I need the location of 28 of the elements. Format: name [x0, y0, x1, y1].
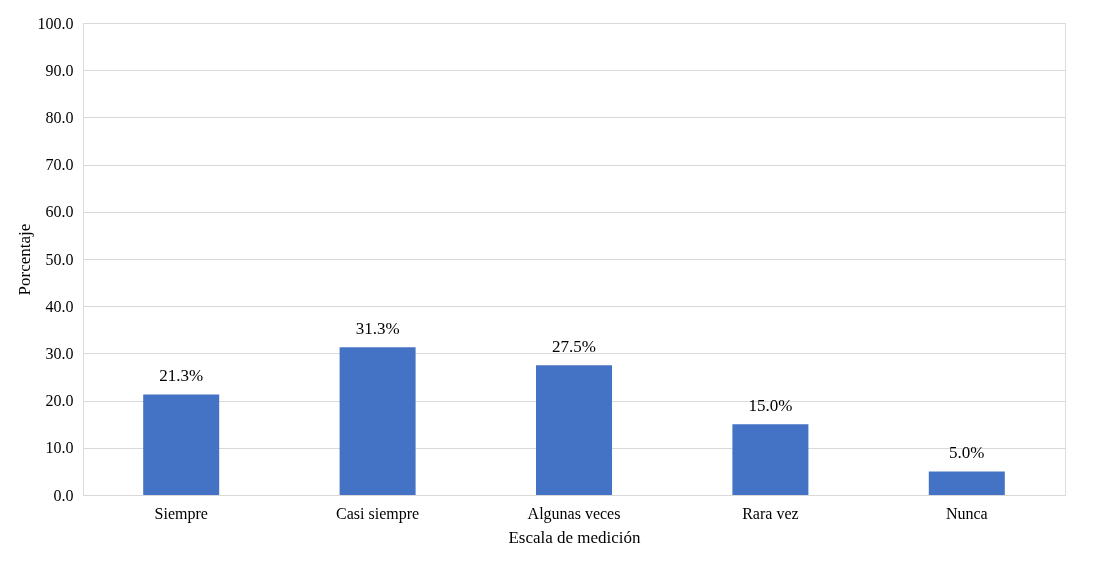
y-tick-label: 40.0	[45, 297, 74, 315]
y-tick-label: 10.0	[45, 439, 74, 457]
bar	[732, 424, 809, 495]
y-tick-label: 50.0	[45, 250, 74, 268]
y-tick-label: 70.0	[45, 156, 74, 174]
data-label: 27.5%	[552, 337, 596, 357]
bar	[143, 394, 220, 495]
data-label: 31.3%	[355, 319, 400, 339]
data-label: 15.0%	[748, 396, 793, 416]
data-label: 21.3%	[159, 366, 204, 386]
y-tick-label: 60.0	[45, 203, 74, 221]
x-tick-label: Rara vez	[742, 504, 799, 522]
bar	[339, 347, 416, 495]
y-tick-label: 90.0	[45, 61, 74, 79]
y-tick-label: 20.0	[45, 392, 74, 410]
y-axis-title: Porcentaje	[14, 223, 34, 296]
y-tick-label: 30.0	[45, 344, 74, 362]
x-tick-label: Siempre	[154, 504, 208, 523]
x-tick-label: Nunca	[945, 504, 988, 522]
x-axis-title: Escala de medición	[508, 527, 642, 547]
data-label: 5.0%	[949, 443, 985, 463]
x-tick-label: Algunas veces	[527, 504, 621, 523]
y-tick-label: 0.0	[53, 486, 74, 504]
x-tick-label: Casi siempre	[336, 504, 420, 523]
bar	[928, 471, 1005, 495]
bar	[536, 365, 612, 495]
y-tick-label: 80.0	[45, 108, 74, 126]
y-tick-label: 100.0	[37, 14, 74, 32]
